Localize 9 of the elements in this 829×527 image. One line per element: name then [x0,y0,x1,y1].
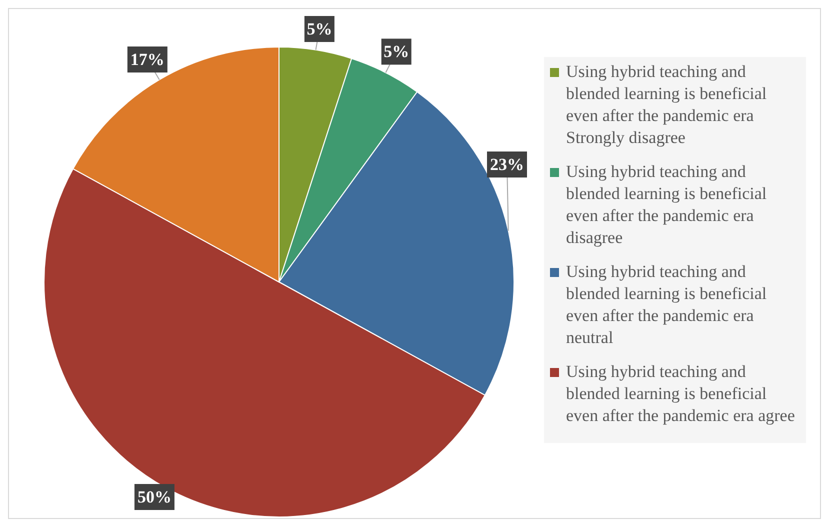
legend-label: Using hybrid teaching and blended learning is beneficial even after the pandemic era Strongly disagree [566,61,768,149]
data-label: 50% [137,488,172,506]
legend-label: Using hybrid teaching and blended learning is beneficial even after the pandemic era disagree [566,161,768,249]
data-label: 5% [306,20,332,38]
legend-label: Using hybrid teaching and blended learning is beneficial even after the pandemic era agree [566,361,796,427]
data-label: 17% [130,50,164,69]
data-label: 5% [384,42,410,62]
legend-label: Using hybrid teaching and blended learning is beneficial even after the pandemic era neutral [566,261,768,349]
data-label: 23% [490,155,524,174]
